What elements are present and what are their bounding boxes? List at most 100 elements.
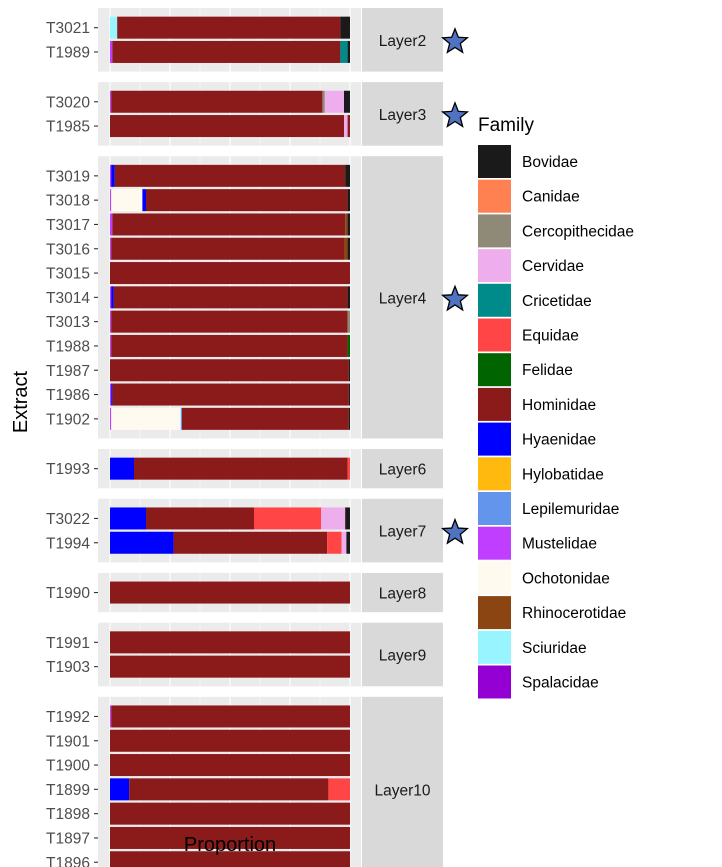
y-tick-label: T3018 (46, 193, 90, 210)
bar-segment-hominidae (110, 655, 350, 678)
strip-background (362, 696, 443, 867)
legend-key-cercopithecidae (478, 214, 511, 248)
bar-segment-mustelidae (110, 286, 112, 309)
y-tick-label: T1993 (46, 461, 90, 478)
y-tick-label: T1989 (46, 44, 90, 61)
panel-layer10: Layer10 T1992 T1901 T1900 T1899 T1898 T1897 T18… (46, 696, 443, 867)
panel-layer3: Layer3 T3020 T1985 (46, 82, 470, 146)
bar-segment-hominidae (112, 383, 349, 406)
panel-layer6: Layer6 T1993 (46, 449, 443, 489)
bar-segment-hominidae (110, 802, 350, 825)
bar-segment-hyaenidae (111, 164, 115, 187)
legend-label: Spalacidae (522, 675, 599, 692)
bar-segment-hominidae (111, 310, 348, 333)
bar-segment-equidae (327, 531, 342, 554)
strip-label: Layer9 (379, 648, 426, 665)
legend-key-sciuridae (478, 630, 511, 664)
bar-segment-hominidae (111, 90, 323, 113)
bar-segment-mustelidae (110, 407, 112, 430)
bar-segment-lepilemuridae (180, 407, 182, 430)
bar-segment-hyaenidae (111, 383, 113, 406)
bar-segment-hominidae (112, 40, 341, 63)
bar-segment-hominidae (347, 115, 350, 138)
bar-segment-mustelidae (110, 164, 112, 187)
bar-segment-bovidae (347, 213, 350, 236)
strip-label: Layer6 (379, 462, 426, 479)
y-tick-label: T1902 (46, 411, 90, 428)
bar-segment-bovidae (347, 40, 350, 63)
bar-segment-ochotonidae (111, 407, 181, 430)
y-tick-label: T1994 (46, 535, 90, 552)
strip-label: Layer4 (379, 290, 427, 307)
legend-label: Canidae (522, 189, 580, 206)
panels-layer: Layer2 T3021 T1989 Layer3 T3020 T1985 Layer4 T3… (46, 8, 470, 867)
legend-label: Lepilemuridae (522, 501, 619, 518)
bar-segment-hominidae (110, 851, 350, 867)
legend-label: Sciuridae (522, 640, 587, 657)
bar-segment-hominidae (110, 826, 350, 849)
legend-key-hominidae (478, 387, 511, 421)
legend-label: Equidae (522, 328, 579, 345)
legend-key-ochotonidae (478, 561, 511, 595)
strip-background (362, 449, 443, 489)
panel-layer4: Layer4 T3019 T3018 T3017 T3016 T3015 T3014 T301… (46, 156, 470, 439)
bar-segment-hominidae (173, 531, 328, 554)
bar-segment-hominidae (110, 359, 349, 382)
y-tick-label: T1988 (46, 338, 90, 355)
y-tick-label: T3022 (46, 511, 90, 528)
legend-key-cricetidae (478, 283, 511, 317)
bar-segment-sciuridae (110, 16, 118, 39)
bar-segment-bovidae (348, 407, 350, 430)
bar-segment-hominidae (110, 115, 344, 138)
y-tick-label: T1985 (46, 119, 90, 136)
bar-segment-hominidae (129, 778, 329, 801)
legend-key-hylobatidae (478, 457, 511, 491)
legend-key-hyaenidae (478, 422, 511, 456)
y-tick-label: T3020 (46, 94, 90, 111)
bar-segment-rhinocerotidae (345, 213, 348, 236)
legend-key-mustelidae (478, 526, 511, 560)
strip-background (362, 8, 443, 72)
bar-segment-mustelidae (110, 383, 112, 406)
bar-segment-mustelidae (110, 334, 112, 357)
legend-label: Ochotonidae (522, 570, 610, 587)
legend: Family Bovidae Canidae Cercopithecidae Cerv… (478, 115, 634, 699)
bar-segment-cervidae (321, 507, 346, 530)
bar-segment-hyaenidae (111, 286, 114, 309)
star-marker (440, 517, 470, 545)
legend-label: Bovidae (522, 154, 578, 171)
bar-segment-mustelidae (110, 189, 112, 212)
bar-segment-hominidae (182, 407, 349, 430)
strip-label: Layer2 (379, 33, 426, 50)
bar-segment-hyaenidae (110, 531, 174, 554)
bar-segment-cercopithecidae (347, 310, 350, 333)
bar-segment-hyaenidae (142, 189, 146, 212)
star-marker (440, 101, 470, 128)
legend-key-equidae (478, 318, 511, 352)
bar-segment-mustelidae (110, 237, 112, 260)
bar-segment-equidae (254, 507, 322, 530)
y-tick-label: T3013 (46, 314, 90, 331)
bar-segment-hominidae (111, 237, 344, 260)
legend-key-canidae (478, 179, 511, 213)
legend-key-spalacidae (478, 665, 511, 699)
legend-key-lepilemuridae (478, 492, 511, 525)
strip-background (362, 498, 443, 563)
bar-segment-cervidae (344, 115, 348, 138)
y-tick-label: T1900 (46, 758, 90, 775)
bar-segment-mustelidae (110, 213, 113, 236)
bar-segment-hominidae (146, 189, 348, 212)
bar-segment-cervidae (341, 531, 347, 554)
bar-segment-mustelidae (110, 90, 112, 113)
bar-segment-hyaenidae (110, 457, 134, 480)
bar-segment-hominidae (113, 286, 348, 309)
legend-title: Family (478, 115, 534, 136)
legend-label: Mustelidae (522, 536, 597, 553)
bar-segment-mustelidae (110, 310, 112, 333)
y-tick-label: T1896 (46, 855, 90, 867)
bar-segment-hominidae (117, 16, 341, 39)
bar-segment-bovidae (344, 90, 350, 113)
strip-background (362, 156, 443, 439)
bar-segment-hominidae (111, 334, 348, 357)
